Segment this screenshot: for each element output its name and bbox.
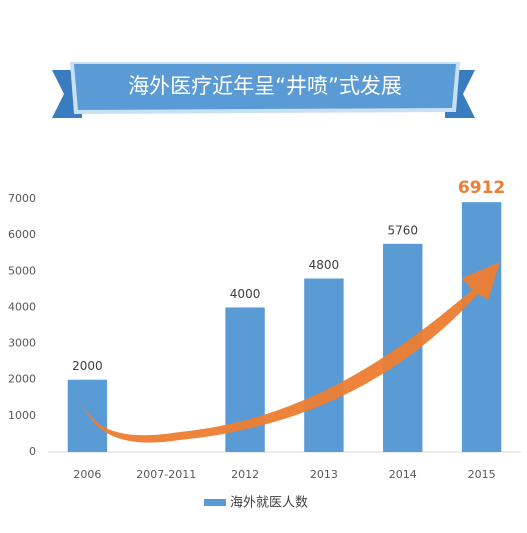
y-tick-label: 0 <box>29 445 36 458</box>
value-label: 4800 <box>309 258 340 272</box>
x-tick-label: 2014 <box>389 468 417 481</box>
legend-label: 海外就医人数 <box>230 496 308 511</box>
x-tick-label: 2012 <box>231 468 259 481</box>
value-label: 2000 <box>72 359 103 373</box>
chart-title: 海外医疗近年呈“井喷”式发展 <box>128 74 402 98</box>
bar <box>304 278 344 452</box>
x-tick-label: 2013 <box>310 468 338 481</box>
x-tick-label: 2006 <box>73 468 101 481</box>
y-tick-label: 7000 <box>8 192 36 205</box>
y-tick-label: 2000 <box>8 373 36 386</box>
trend-arrow <box>80 262 500 443</box>
bar <box>461 202 502 452</box>
y-tick-label: 1000 <box>8 409 36 422</box>
y-tick-label: 4000 <box>8 300 36 313</box>
title-banner: 海外医疗近年呈“井喷”式发展 <box>52 62 475 118</box>
x-tick-label: 2007-2011 <box>136 468 196 481</box>
value-label: 4000 <box>230 287 261 301</box>
value-label: 6912 <box>458 178 505 198</box>
bar <box>67 379 108 452</box>
value-label: 5760 <box>387 223 418 237</box>
legend-swatch <box>204 499 226 506</box>
y-tick-label: 6000 <box>8 228 36 241</box>
y-tick-label: 5000 <box>8 264 36 277</box>
y-tick-label: 3000 <box>8 337 36 350</box>
x-tick-label: 2015 <box>468 468 496 481</box>
